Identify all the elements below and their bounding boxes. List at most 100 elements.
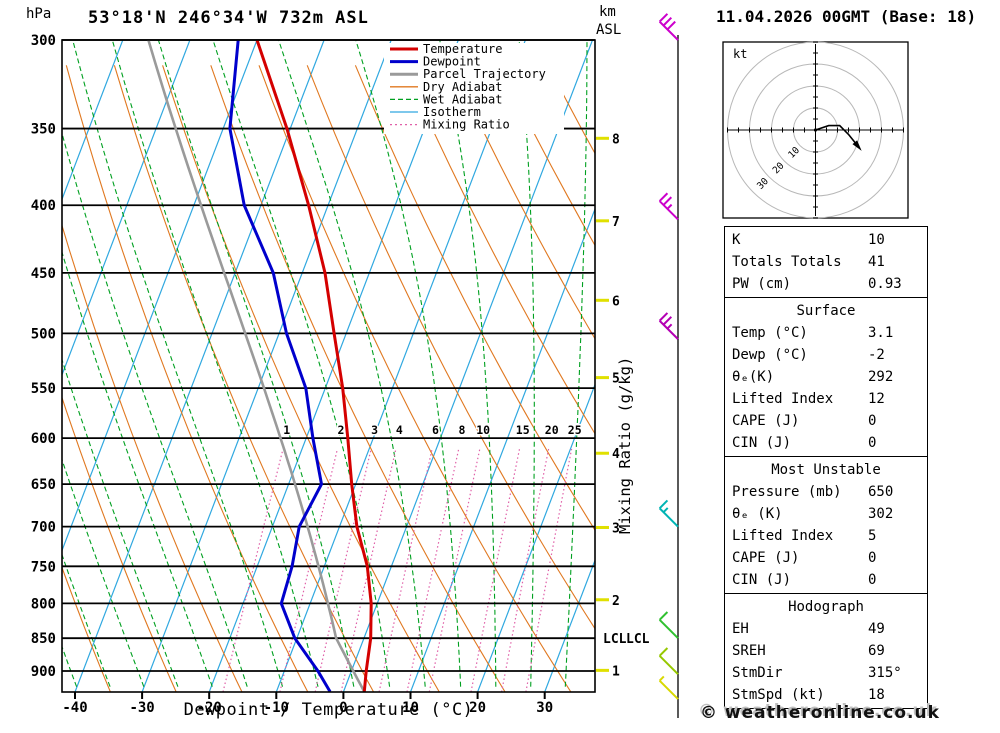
row-label: EH — [732, 621, 749, 637]
plot-border — [61, 39, 596, 693]
mixing-ratio-line — [314, 448, 372, 692]
km-tick — [596, 376, 609, 380]
table-row: θₑ (K) 302 — [725, 503, 927, 525]
mixing-ratio-line — [406, 448, 460, 692]
row-label: Pressure (mb) — [732, 484, 842, 500]
isotherm-line — [275, 40, 526, 692]
dry-adiabat-line — [354, 65, 595, 532]
wet-adiabat-line — [62, 357, 179, 687]
row-value: 3.1 — [868, 325, 894, 341]
km-tick-label: 1 — [612, 664, 620, 679]
isotherm-line — [0, 40, 56, 692]
table-row: CIN (J) 0 — [725, 432, 927, 454]
row-value: 18 — [868, 687, 885, 703]
table-row: EH 49 — [725, 618, 927, 640]
km-tick-label: 8 — [612, 132, 620, 147]
wind-barb — [658, 499, 679, 528]
table-section: Surface Temp (°C) 3.1 Dewp (°C) -2 θₑ(K) 292 Li… — [724, 297, 928, 457]
table-row: StmDir 315° — [725, 662, 927, 684]
row-value: 5 — [868, 528, 877, 544]
table-section: Hodograph EH 49 SREH 69 StmDir 315° StmSpd (kt)… — [724, 593, 928, 709]
dry-adiabat-line — [113, 65, 375, 692]
km-tick-label: 6 — [612, 294, 620, 309]
row-value: 0.93 — [868, 276, 902, 292]
legend-label: Wet Adiabat — [423, 92, 502, 106]
table-row: CIN (J) 0 — [725, 569, 927, 591]
km-tick-label: 5 — [612, 372, 620, 387]
wet-adiabat-line — [72, 40, 284, 687]
mixing-ratio-axis-title: Mixing Ratio (g/kg) — [616, 357, 634, 534]
mixing-ratio-value: 1 — [283, 423, 290, 437]
wet-adiabat-line — [212, 40, 391, 687]
indices-table: K 10 Totals Totals 41 PW (cm) 0.93 Surface Temp… — [724, 226, 928, 709]
pressure-tick-label: 900 — [31, 664, 56, 680]
table-row: Temp (°C) 3.1 — [725, 322, 927, 344]
mixing-ratio-value: 10 — [476, 423, 490, 437]
copyright: © weatheronline.co.uk — [700, 703, 940, 723]
legend-label: Parcel Trajectory — [423, 67, 546, 81]
row-value: 12 — [868, 391, 885, 407]
row-value: 0 — [868, 550, 877, 566]
isotherm-line — [477, 383, 595, 692]
wind-barb — [658, 611, 679, 639]
dry-adiabat-line — [451, 65, 595, 340]
row-label: Totals Totals — [732, 254, 842, 270]
temperature-trace — [255, 40, 373, 692]
row-label: θₑ(K) — [732, 369, 775, 385]
table-section: Most Unstable Pressure (mb) 650 θₑ (K) 302 Li… — [724, 456, 928, 594]
hodograph-trace — [815, 124, 858, 146]
table-row: θₑ(K) 292 — [725, 366, 927, 388]
row-value: 0 — [868, 413, 877, 429]
pressure-tick-label: 700 — [31, 520, 56, 536]
dry-adiabat-line — [306, 65, 595, 630]
altitude-axis-unit-asl: ASL — [596, 22, 622, 38]
wet-adiabat-line — [157, 40, 355, 687]
pressure-tick-label: 550 — [31, 381, 56, 397]
temperature-tick-label: -30 — [129, 700, 154, 716]
row-label: PW (cm) — [732, 276, 792, 292]
row-value: 10 — [868, 232, 885, 248]
temperature-tick-label: 10 — [402, 700, 419, 716]
mixing-ratio-value: 3 — [371, 423, 378, 437]
legend-label: Dry Adiabat — [423, 80, 502, 94]
wet-adiabat-line — [62, 553, 111, 687]
wet-adiabat-line — [355, 40, 462, 687]
mixing-ratio-line — [279, 448, 338, 692]
row-label: Lifted Index — [732, 391, 834, 407]
row-value: 650 — [868, 484, 894, 500]
isotherm-line — [544, 558, 595, 692]
pressure-tick-label: 800 — [31, 596, 56, 612]
km-tick — [596, 598, 609, 602]
pressure-tick-label: 450 — [31, 266, 56, 282]
table-row: PW (cm) 0.93 — [725, 273, 927, 295]
dry-adiabat-line — [62, 565, 111, 692]
wet-adiabat-line — [0, 40, 10, 687]
row-value: 49 — [868, 621, 885, 637]
page-title: 53°18'N 246°34'W 732m ASL — [88, 8, 369, 28]
dry-adiabat-line — [62, 223, 243, 692]
km-tick — [596, 525, 609, 529]
mixing-ratio-value: 4 — [396, 423, 403, 437]
pressure-axis-unit: hPa — [26, 6, 52, 22]
row-label: Lifted Index — [732, 528, 834, 544]
row-label: StmSpd (kt) — [732, 687, 825, 703]
wet-adiabat-line — [111, 40, 319, 687]
row-label: CIN (J) — [732, 572, 792, 588]
mixing-ratio-line — [340, 448, 397, 692]
row-label: Temp (°C) — [732, 325, 808, 341]
mixing-ratio-line — [428, 448, 481, 692]
mixing-ratio-value: 2 — [338, 423, 345, 437]
mixing-ratio-line — [222, 448, 284, 692]
km-tick — [596, 451, 609, 455]
row-label: StmDir — [732, 665, 783, 681]
table-row: CAPE (J) 0 — [725, 410, 927, 432]
wet-adiabat-line — [278, 40, 426, 687]
table-section-header: Surface — [796, 303, 856, 319]
isotherm-line — [208, 40, 459, 692]
table-row: StmSpd (kt) 18 — [725, 684, 927, 706]
table-row: K 10 — [725, 229, 927, 251]
wet-adiabat-line — [62, 250, 213, 687]
isotherm-line — [62, 40, 258, 553]
